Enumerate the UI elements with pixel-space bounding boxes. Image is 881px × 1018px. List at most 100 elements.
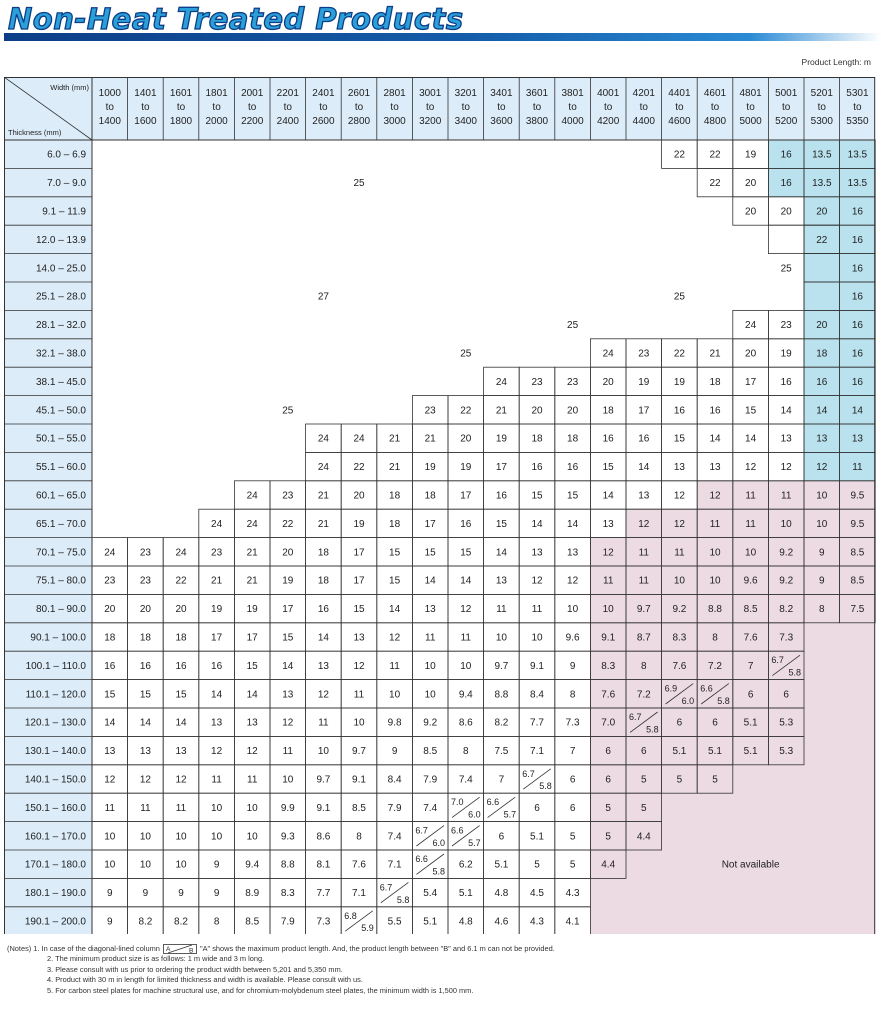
length-value: 9.1	[352, 775, 366, 786]
max-length-value: 7.0	[451, 797, 464, 807]
width-column-header: 4401	[668, 88, 691, 99]
length-value: 10	[353, 718, 365, 729]
min-excluded-length-value: 5.8	[717, 696, 730, 706]
max-length-value: 6.9	[665, 684, 678, 694]
blue-region-cell	[768, 140, 804, 169]
length-value: 10	[674, 576, 686, 587]
width-column-header: 2401	[312, 88, 335, 99]
length-value: 18	[531, 434, 543, 445]
length-value: 15	[140, 689, 152, 700]
max-length-value: 6.7	[415, 826, 428, 836]
length-value: 11	[745, 519, 756, 530]
length-value: 5.1	[530, 831, 544, 842]
length-value: 11	[105, 803, 116, 814]
length-value: 11	[710, 519, 721, 530]
length-value: 8.5	[245, 917, 259, 928]
page-title: Non-Heat Treated Products	[7, 1, 464, 36]
length-value: 4.1	[566, 917, 580, 928]
width-column-header: 2001	[241, 88, 264, 99]
length-value: 12	[781, 462, 793, 473]
length-value: 16	[140, 661, 152, 672]
length-value: 12	[282, 718, 294, 729]
width-column-header: 4001	[597, 88, 620, 99]
length-value: 13	[603, 519, 615, 530]
note-line-1: (Notes) 1. In case of the diagonal-lined…	[7, 944, 877, 954]
width-column-header: 4201	[633, 88, 656, 99]
length-value: 16	[460, 519, 472, 530]
diagonal-split-line	[665, 683, 694, 705]
length-value: 7.5	[850, 604, 864, 615]
length-value: 14	[745, 434, 757, 445]
length-value: 13	[247, 718, 259, 729]
min-excluded-length-value: 5.8	[397, 895, 410, 905]
length-value: 13	[709, 462, 721, 473]
length-value: 13	[674, 462, 686, 473]
max-length-value: 6.7	[380, 882, 393, 892]
length-value: 4.6	[494, 917, 508, 928]
length-value: 11	[852, 462, 863, 473]
length-value: 14	[852, 405, 864, 416]
length-value: 20	[816, 320, 828, 331]
length-value: 16	[496, 491, 508, 502]
length-value: 10	[531, 633, 543, 644]
note-line-5: 5. For carbon steel plates for machine s…	[47, 985, 474, 995]
length-value: 16	[709, 405, 721, 416]
blue-region-cell	[804, 367, 840, 396]
thickness-column-background	[4, 140, 92, 934]
length-value: 16	[816, 377, 828, 388]
length-value: 8.2	[779, 604, 793, 615]
length-value: 15	[389, 576, 401, 587]
length-value: 6	[748, 689, 754, 700]
thickness-row-label: 7.0 – 9.0	[47, 178, 86, 189]
length-value: 4.3	[566, 888, 580, 899]
width-column-header: to	[248, 102, 257, 113]
thickness-row-label: 38.1 – 45.0	[36, 377, 86, 388]
length-value: 7	[499, 775, 505, 786]
length-value: 9.4	[459, 689, 473, 700]
length-value: 21	[211, 576, 223, 587]
length-value: 10	[460, 661, 472, 672]
width-column-header: to	[355, 102, 364, 113]
length-value: 11	[639, 547, 650, 558]
thickness-row-label: 12.0 – 13.9	[36, 235, 86, 246]
length-value: 12	[531, 576, 543, 587]
data-cell-border	[625, 821, 662, 851]
diagonal-split-line	[700, 683, 730, 705]
length-value: 11	[745, 491, 756, 502]
length-value: 9.9	[281, 803, 295, 814]
length-value: 11	[247, 775, 258, 786]
white-region-cell	[768, 225, 804, 311]
length-value: 9	[107, 917, 113, 928]
length-value: 11	[674, 547, 685, 558]
length-value: 14	[460, 576, 472, 587]
thickness-row-label: 6.0 – 6.9	[47, 150, 86, 161]
width-column-header: to	[604, 102, 613, 113]
length-value: 12	[140, 775, 152, 786]
length-value: 20	[603, 377, 615, 388]
length-value: 7.9	[281, 917, 295, 928]
length-value: 24	[318, 462, 330, 473]
length-value: 10	[567, 604, 579, 615]
length-value: 7.0	[601, 718, 615, 729]
length-value: 21	[496, 405, 508, 416]
region-length-label: 25	[567, 320, 579, 331]
length-value: 6	[605, 775, 611, 786]
length-value: 10	[247, 803, 259, 814]
length-value: 16	[211, 661, 223, 672]
max-length-value: 6.6	[700, 684, 713, 694]
length-value: 11	[283, 746, 294, 757]
length-value: 7.1	[352, 888, 366, 899]
max-length-value: 6.6	[415, 854, 428, 864]
length-value: 15	[353, 604, 365, 615]
length-value: 17	[353, 547, 365, 558]
length-value: 18	[318, 576, 330, 587]
thickness-row-label: 110.1 – 120.0	[26, 689, 87, 700]
length-value: 14	[709, 434, 721, 445]
length-value: 4.4	[637, 831, 651, 842]
blue-region-cell	[804, 338, 840, 368]
length-value: 14	[567, 519, 579, 530]
diagonal-split-line	[522, 768, 552, 790]
length-value: 21	[318, 491, 330, 502]
length-value: 8.2	[494, 718, 508, 729]
length-value: 9	[143, 888, 149, 899]
